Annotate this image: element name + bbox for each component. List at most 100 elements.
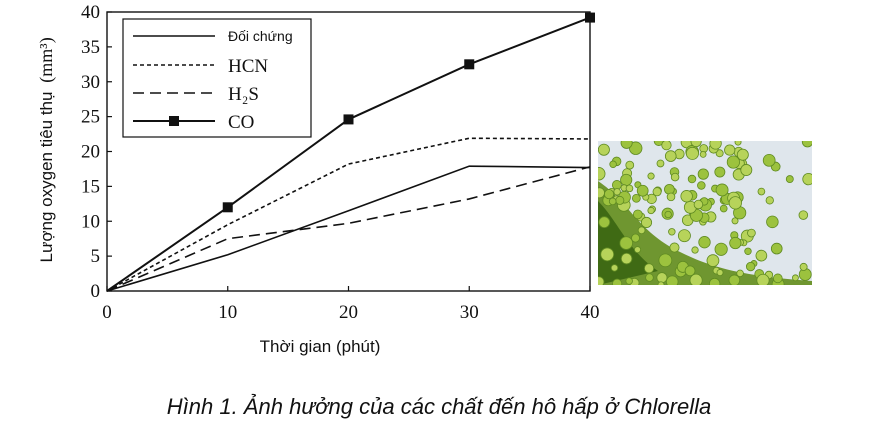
chlorella-cell bbox=[598, 167, 606, 181]
series-layer bbox=[106, 12, 595, 292]
data-point-marker bbox=[585, 12, 595, 23]
chlorella-cell bbox=[714, 242, 728, 256]
chlorella-cell bbox=[664, 150, 677, 162]
y-tick-label: 0 bbox=[91, 281, 101, 302]
figure-caption: Hình 1. Ảnh hưởng của các chất đến hô hấ… bbox=[166, 394, 712, 419]
chlorella-cell bbox=[714, 166, 726, 178]
y-axis-unit: (mm³) bbox=[36, 37, 57, 82]
chlorella-cell bbox=[664, 210, 672, 219]
chlorella-cell bbox=[731, 217, 739, 225]
x-tick-label: 0 bbox=[102, 302, 112, 323]
chlorella-cell bbox=[698, 236, 711, 249]
chlorella-cell bbox=[773, 273, 783, 284]
chlorella-cell bbox=[604, 189, 615, 200]
chlorella-cell bbox=[762, 153, 776, 167]
chlorella-cell bbox=[668, 228, 676, 236]
chlorella-cell bbox=[677, 229, 691, 243]
chlorella-cell bbox=[757, 187, 766, 196]
legend-marker bbox=[169, 116, 179, 126]
chlorella-cell bbox=[745, 261, 756, 272]
x-tick-label: 10 bbox=[218, 302, 237, 323]
legend-box bbox=[122, 18, 312, 138]
chlorella-cell bbox=[629, 141, 643, 155]
chlorella-cell bbox=[736, 148, 749, 161]
chlorella-cell bbox=[598, 216, 611, 229]
chlorella-cell bbox=[729, 236, 742, 250]
chlorella-cell bbox=[620, 252, 633, 265]
chlorella-cell bbox=[665, 275, 679, 285]
y-tick-label: 5 bbox=[91, 246, 101, 267]
chlorella-cell bbox=[657, 281, 665, 285]
chlorella-cell bbox=[770, 242, 783, 255]
chlorella-cell bbox=[766, 215, 779, 229]
chlorella-cell bbox=[600, 247, 615, 262]
data-point-marker bbox=[222, 202, 233, 213]
data-point-marker bbox=[464, 59, 475, 70]
chlorella-cell bbox=[699, 151, 707, 158]
chlorella-cell bbox=[765, 196, 774, 205]
y-tick-label: 40 bbox=[81, 2, 100, 23]
y-tick-label: 25 bbox=[81, 107, 100, 128]
chlorella-cell bbox=[755, 249, 768, 262]
series-line-1 bbox=[106, 137, 591, 292]
y-tick-label: 10 bbox=[81, 211, 100, 232]
chlorella-cell bbox=[645, 273, 654, 282]
chlorella-cell bbox=[647, 172, 655, 180]
chlorella-cell bbox=[690, 141, 702, 148]
chlorella-cell bbox=[637, 226, 646, 235]
chlorella-cell bbox=[728, 274, 741, 285]
series-line-0 bbox=[106, 165, 591, 292]
chlorella-cell bbox=[799, 262, 808, 271]
chlorella-cell bbox=[680, 190, 693, 203]
oxygen-consumption-chart: 0 5 10 15 20 25 30 35 40 0 10 20 30 40 Đối chứng HCN H… bbox=[36, 2, 600, 356]
chlorella-cell bbox=[636, 184, 649, 197]
y-tick-label: 15 bbox=[81, 176, 100, 197]
chlorella-cell bbox=[656, 159, 665, 168]
chlorella-cell bbox=[620, 141, 633, 149]
data-point-marker bbox=[343, 114, 354, 125]
y-tick-label: 20 bbox=[81, 142, 100, 163]
chlorella-cell bbox=[709, 277, 721, 285]
chlorella-cell bbox=[669, 242, 680, 253]
legend-label-2: H₂S bbox=[228, 84, 259, 105]
chlorella-cell bbox=[736, 269, 744, 278]
chlorella-cell bbox=[798, 210, 809, 220]
series-line-2 bbox=[106, 166, 591, 292]
chlorella-cell bbox=[615, 195, 625, 205]
chlorella-cell bbox=[640, 216, 653, 228]
chlorella-cell bbox=[697, 168, 709, 180]
chlorella-cell bbox=[697, 181, 706, 190]
chlorella-cell bbox=[664, 183, 675, 195]
chlorella-cell bbox=[598, 276, 605, 285]
chlorella-cell bbox=[608, 197, 617, 206]
chlorella-cell bbox=[715, 149, 724, 158]
chlorella-cell bbox=[656, 272, 668, 284]
chlorella-cell bbox=[726, 155, 740, 169]
chlorella-cell bbox=[652, 187, 662, 197]
chlorella-cell bbox=[715, 183, 729, 197]
chlorella-cell bbox=[653, 141, 664, 146]
chlorella-cell bbox=[801, 141, 812, 148]
legend-label-0: Đối chứng bbox=[228, 28, 293, 44]
chlorella-cell bbox=[625, 277, 633, 285]
legend-label-3: CO bbox=[228, 112, 254, 133]
chlorella-cell bbox=[728, 196, 742, 210]
chlorella-cell bbox=[687, 174, 697, 184]
chlorella-cell bbox=[744, 247, 752, 255]
chlorella-cell bbox=[785, 175, 794, 184]
legend: Đối chứng HCN H₂S CO bbox=[122, 18, 312, 138]
chlorella-cell bbox=[693, 199, 704, 210]
chlorella-cell bbox=[644, 263, 655, 274]
chlorella-cell bbox=[647, 206, 655, 215]
chlorella-cell bbox=[740, 164, 753, 176]
chlorella-cell bbox=[619, 236, 633, 250]
x-tick-label: 40 bbox=[581, 302, 600, 323]
chlorella-cell bbox=[634, 246, 642, 254]
chlorella-cell bbox=[666, 192, 676, 202]
chlorella-cell bbox=[684, 265, 696, 277]
y-axis-label: Lượng oxygen tiêu thụ bbox=[37, 92, 56, 263]
chlorella-cell bbox=[661, 141, 672, 151]
chlorella-cell bbox=[631, 233, 640, 243]
chlorella-cell bbox=[658, 253, 673, 268]
chlorella-cell bbox=[747, 228, 756, 238]
